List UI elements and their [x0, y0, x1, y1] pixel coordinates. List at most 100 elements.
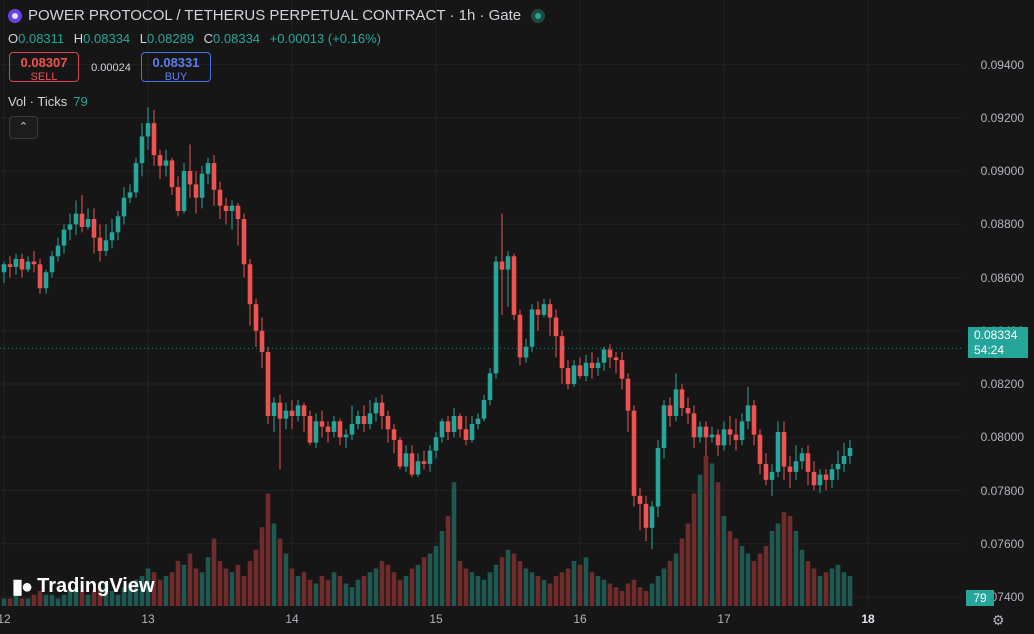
candle-body: [349, 423, 355, 435]
candle-body: [379, 402, 385, 416]
volume-bar: [397, 579, 403, 606]
candle-body: [781, 431, 787, 467]
price-tick-label: 0.07600: [980, 536, 1024, 551]
candle-body: [259, 330, 265, 353]
volume-bar: [595, 576, 601, 606]
volume-bar: [331, 572, 337, 606]
volume-bar: [145, 568, 151, 606]
candle-body: [679, 389, 685, 409]
candle-body: [721, 429, 727, 446]
candle-body: [31, 261, 37, 265]
candle-body: [703, 426, 709, 438]
volume-bar: [673, 553, 679, 606]
buy-price: 0.08331: [152, 55, 200, 70]
volume-bar: [247, 561, 253, 606]
volume-bar: [745, 553, 751, 606]
candle-body: [769, 471, 775, 480]
volume-bar: [313, 583, 319, 606]
volume-bar: [91, 591, 97, 606]
volume-bar: [763, 546, 769, 606]
volume-bar: [457, 561, 463, 606]
candle-body: [283, 410, 289, 419]
volume-bar: [403, 576, 409, 606]
volume-bar: [721, 516, 727, 606]
volume-bar: [55, 598, 61, 606]
price-tick-label: 0.08200: [980, 377, 1024, 392]
candle-body: [451, 415, 457, 432]
volume-legend[interactable]: Vol · Ticks 79: [8, 94, 88, 109]
candle-body: [85, 219, 91, 227]
collapse-legend-button[interactable]: ⌃: [9, 116, 38, 139]
candle-body: [763, 463, 769, 480]
sell-price: 0.08307: [20, 55, 68, 70]
symbol-header[interactable]: POWER PROTOCOL / TETHERUS PERPETUAL CONT…: [8, 7, 546, 24]
volume-bar: [469, 572, 475, 606]
gear-icon[interactable]: ⚙: [992, 612, 1005, 628]
buy-button[interactable]: 0.08331 BUY: [141, 52, 211, 83]
candle-body: [643, 503, 649, 528]
candle-body: [145, 123, 151, 137]
volume-bar: [847, 576, 853, 606]
volume-bar: [631, 579, 637, 606]
volume-bar: [169, 572, 175, 606]
candle-body: [367, 413, 373, 424]
candle-body: [823, 474, 829, 480]
candle-body: [115, 216, 121, 233]
volume-bar: [361, 576, 367, 606]
candle-body: [595, 362, 601, 369]
candle-body: [493, 261, 499, 374]
time-tick-label: 12: [0, 612, 11, 626]
candle-body: [253, 304, 259, 331]
volume-bar: [391, 572, 397, 606]
candle-body: [409, 453, 415, 475]
candle-body: [811, 471, 817, 486]
volume-bar: [793, 531, 799, 606]
volume-bar: [151, 572, 157, 606]
candle-body: [397, 439, 403, 467]
sell-button[interactable]: 0.08307 SELL: [9, 52, 79, 83]
volume-bar: [217, 561, 223, 606]
price-tick-label: 0.08000: [980, 430, 1024, 445]
volume-bar: [421, 557, 427, 606]
candle-body: [67, 224, 73, 230]
candle-body: [319, 421, 325, 427]
volume-bar: [511, 553, 517, 606]
volume-bar: [289, 568, 295, 606]
spread-value: 0.00024: [91, 62, 131, 74]
volume-bar: [283, 553, 289, 606]
candle-body: [121, 197, 127, 217]
volume-bar: [679, 538, 685, 606]
volume-bar: [133, 579, 139, 606]
volume-bar: [439, 531, 445, 606]
volume-bar: [223, 568, 229, 606]
candle-body: [127, 192, 133, 198]
volume-bar: [685, 523, 691, 606]
candle-body: [55, 245, 61, 257]
volume-bar: [181, 564, 187, 606]
candle-body: [541, 304, 547, 315]
candle-body: [613, 357, 619, 361]
candle-body: [97, 237, 103, 251]
candle-body: [337, 421, 343, 438]
candle-body: [325, 426, 331, 432]
volume-bar: [1, 598, 7, 606]
candle-body: [355, 415, 361, 424]
candle-body: [25, 261, 31, 270]
volume-bar: [73, 587, 79, 606]
candle-body: [157, 155, 163, 166]
candle-body: [649, 506, 655, 528]
candle-body: [799, 453, 805, 462]
volume-bar: [259, 527, 265, 606]
sell-label: SELL: [30, 71, 58, 83]
price-tick-label: 0.09200: [980, 110, 1024, 125]
volume-bar: [295, 576, 301, 606]
volume-bar: [667, 561, 673, 606]
volume-bar: [103, 583, 109, 606]
candle-body: [241, 219, 247, 265]
candle-body: [181, 171, 187, 212]
volume-bar: [811, 568, 817, 606]
volume-bar: [499, 557, 505, 606]
volume-bar: [265, 493, 271, 606]
